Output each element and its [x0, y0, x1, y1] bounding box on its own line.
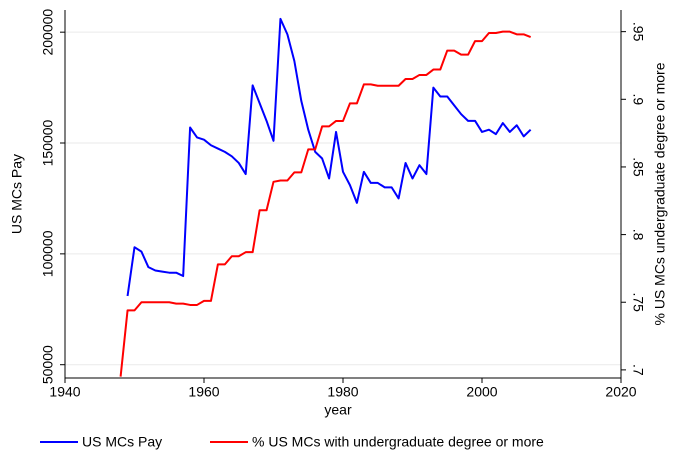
data-line — [119, 30, 532, 377]
x-tick-label: 1960 — [188, 384, 219, 400]
y2-tick-label: .95 — [630, 22, 646, 42]
legend-label: US MCs Pay — [82, 434, 162, 450]
legend-label: % US MCs with undergraduate degree or mo… — [252, 434, 544, 450]
y2-tick-label: .75 — [630, 293, 646, 313]
y-tick-label: 100000 — [40, 230, 56, 277]
x-tick-label: 2000 — [466, 384, 497, 400]
x-tick-label: 1940 — [49, 384, 80, 400]
y-tick-label: 200000 — [40, 9, 56, 56]
y2-tick-label: .9 — [630, 93, 646, 105]
y2-axis-title: % US MCs undergraduate degree or more — [652, 62, 668, 325]
x-tick-label: 2020 — [605, 384, 636, 400]
y2-tick-label: .7 — [630, 364, 646, 376]
data-line — [126, 17, 532, 297]
x-axis-title: year — [324, 402, 352, 418]
y-axis-title: US MCs Pay — [9, 154, 25, 234]
y-tick-label: 150000 — [40, 119, 56, 166]
y2-tick-label: .8 — [630, 229, 646, 241]
x-tick-label: 1980 — [327, 384, 358, 400]
y-tick-label: 50000 — [40, 345, 56, 384]
y2-tick-label: .85 — [630, 157, 646, 177]
